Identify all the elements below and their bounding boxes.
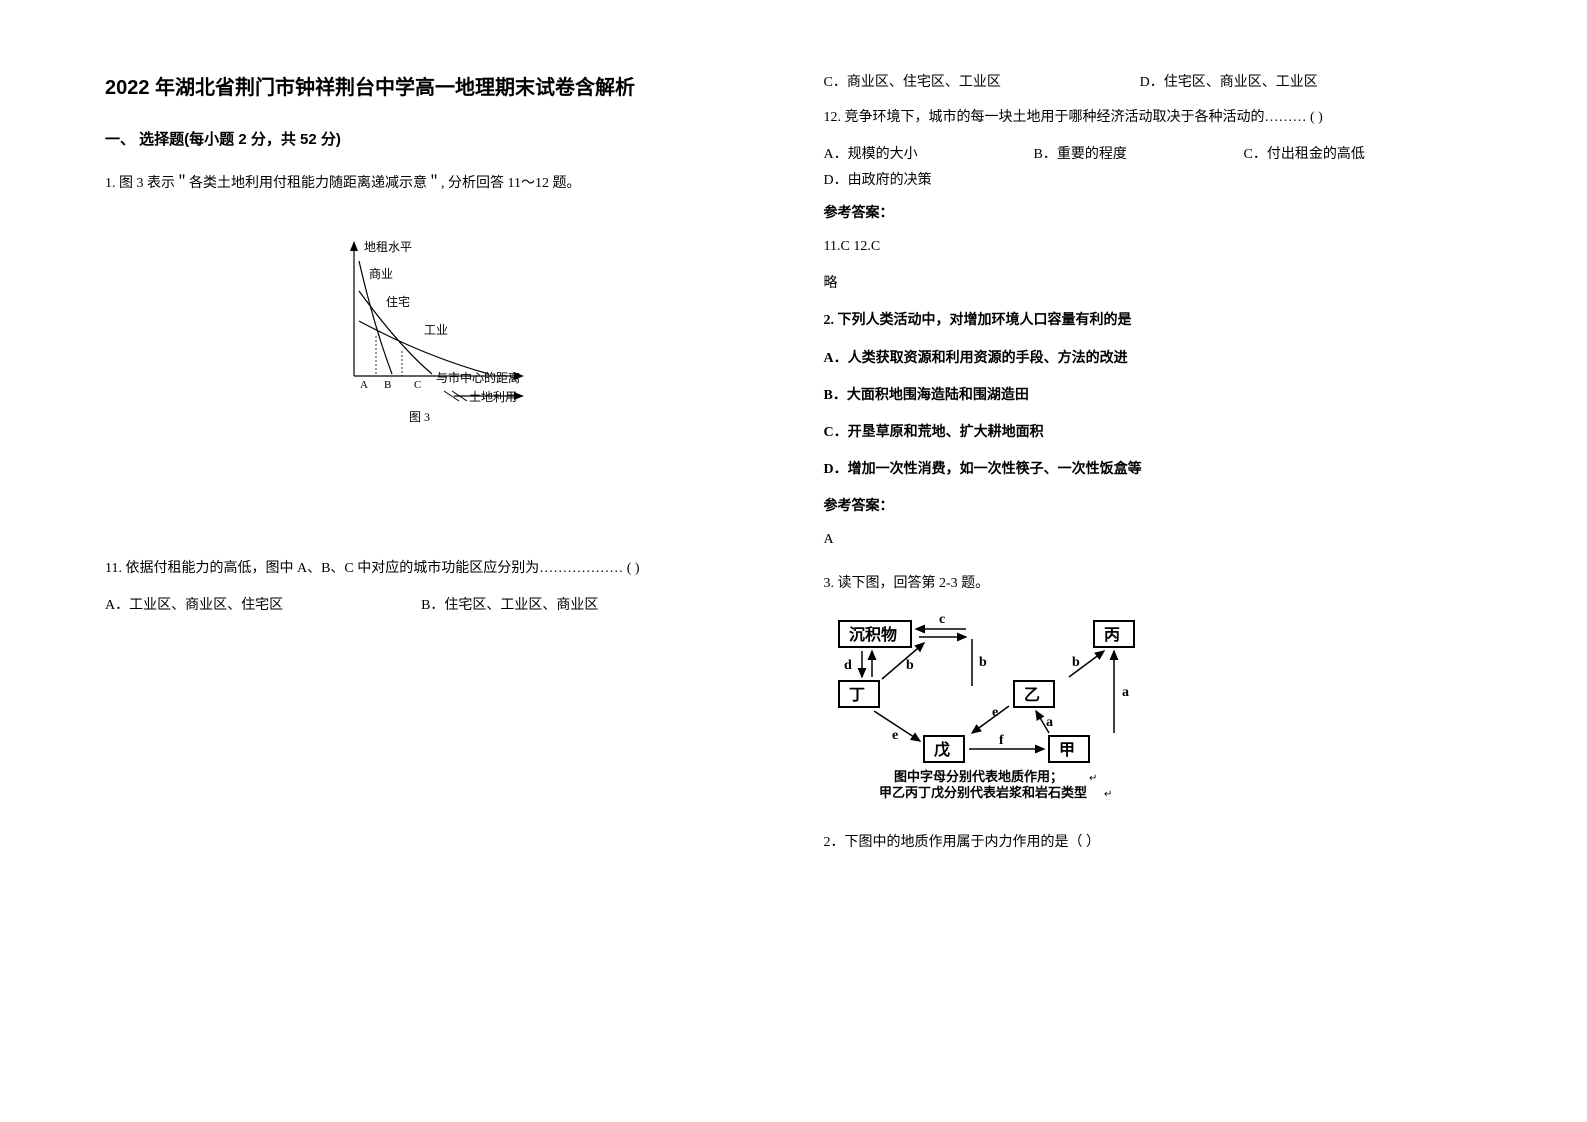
question-1: 1. 图 3 表示＂各类土地利用付租能力随距离递减示意＂, 分析回答 11～12…: [105, 171, 764, 619]
q12-opt-a: A．规模的大小: [824, 142, 994, 167]
q2-answer-label: 参考答案：: [824, 494, 1483, 519]
svg-text:f: f: [999, 733, 1004, 748]
q1-answer-label: 参考答案：: [824, 201, 1483, 226]
node-bing: 丙: [1104, 626, 1120, 644]
svg-text:↵: ↵: [1104, 789, 1112, 800]
rent-chart: 地租水平 商业 住宅 工业 A B C 与市中心的距离: [105, 236, 764, 436]
x-label-b: B: [384, 379, 391, 391]
q3-sub2-text: 2．下图中的地质作用属于内力作用的是（ ）: [824, 830, 1483, 855]
q1-answer-note: 略: [824, 271, 1483, 296]
q2-opt-c: C．开垦草原和荒地、扩大耕地面积: [824, 420, 1483, 445]
svg-text:b: b: [1072, 655, 1080, 670]
q2-opt-a: A．人类获取资源和利用资源的手段、方法的改进: [824, 346, 1483, 371]
q11-opt-b: B．住宅区、工业区、商业区: [421, 593, 737, 618]
x-axis-label: 与市中心的距离: [436, 370, 520, 385]
q2-answer: A: [824, 527, 1483, 552]
curve-residence: 住宅: [386, 294, 410, 309]
q11-text: 11. 依据付租能力的高低，图中 A、B、C 中对应的城市功能区应分别为……………: [105, 556, 764, 581]
x-label-c: C: [414, 379, 421, 391]
x-label-a: A: [360, 379, 368, 391]
geology-diagram: 沉积物 丙 丁 乙 戊 甲: [824, 611, 1483, 810]
q12-opt-c: C．付出租金的高低: [1244, 142, 1414, 167]
q12-opt-d: D．由政府的决策: [824, 168, 932, 193]
svg-text:c: c: [939, 612, 945, 627]
q11-opt-c: C．商业区、住宅区、工业区: [824, 70, 1140, 95]
svg-text:↵: ↵: [1089, 773, 1097, 784]
q12-opt-b: B．重要的程度: [1034, 142, 1204, 167]
q11-opt-d: D．住宅区、商业区、工业区: [1140, 70, 1456, 95]
svg-text:a: a: [1122, 685, 1129, 700]
chart-caption: 图 3: [409, 410, 430, 424]
section-header: 一、 选择题(每小题 2 分，共 52 分): [105, 126, 764, 153]
svg-text:b: b: [906, 658, 914, 673]
q1-answer: 11.C 12.C: [824, 234, 1483, 259]
page-title: 2022 年湖北省荆门市钟祥荆台中学高一地理期末试卷含解析: [105, 70, 764, 106]
q1-intro: 1. 图 3 表示＂各类土地利用付租能力随距离递减示意＂, 分析回答 11～12…: [105, 171, 764, 196]
svg-text:d: d: [844, 658, 852, 673]
curve-industry: 工业: [424, 323, 448, 337]
q3-intro: 3. 读下图，回答第 2-3 题。: [824, 571, 1483, 596]
node-ding: 丁: [849, 687, 865, 704]
svg-text:b: b: [979, 655, 987, 670]
q11-opt-a: A．工业区、商业区、住宅区: [105, 593, 421, 618]
node-yi: 乙: [1024, 687, 1040, 704]
q2-opt-b: B．大面积地围海造陆和围湖造田: [824, 383, 1483, 408]
svg-text:a: a: [1046, 715, 1053, 730]
y-axis-label: 地租水平: [364, 240, 412, 254]
curve-commerce: 商业: [369, 266, 393, 281]
question-3: 3. 读下图，回答第 2-3 题。 沉积物 丙 丁 乙 戊 甲: [824, 571, 1483, 856]
svg-text:e: e: [892, 728, 898, 743]
diagram-caption2: 甲乙丙丁戊分别代表岩浆和岩石类型: [879, 785, 1087, 800]
svg-text:e: e: [992, 705, 998, 720]
diagram-caption1: 图中字母分别代表地质作用；: [894, 769, 1063, 785]
q2-opt-d: D．增加一次性消费，如一次性筷子、一次性饭盒等: [824, 457, 1483, 482]
node-sediment: 沉积物: [849, 625, 897, 644]
node-jia: 甲: [1059, 741, 1075, 759]
question-2: 2. 下列人类活动中，对增加环境人口容量有利的是 A．人类获取资源和利用资源的手…: [824, 308, 1483, 552]
node-wu: 戊: [934, 740, 950, 759]
q2-text: 2. 下列人类活动中，对增加环境人口容量有利的是: [824, 308, 1483, 333]
x-sublabel: 土地利用: [469, 390, 517, 404]
q12-text: 12. 竞争环境下，城市的每一块土地用于哪种经济活动取决于各种活动的……… ( …: [824, 105, 1483, 130]
